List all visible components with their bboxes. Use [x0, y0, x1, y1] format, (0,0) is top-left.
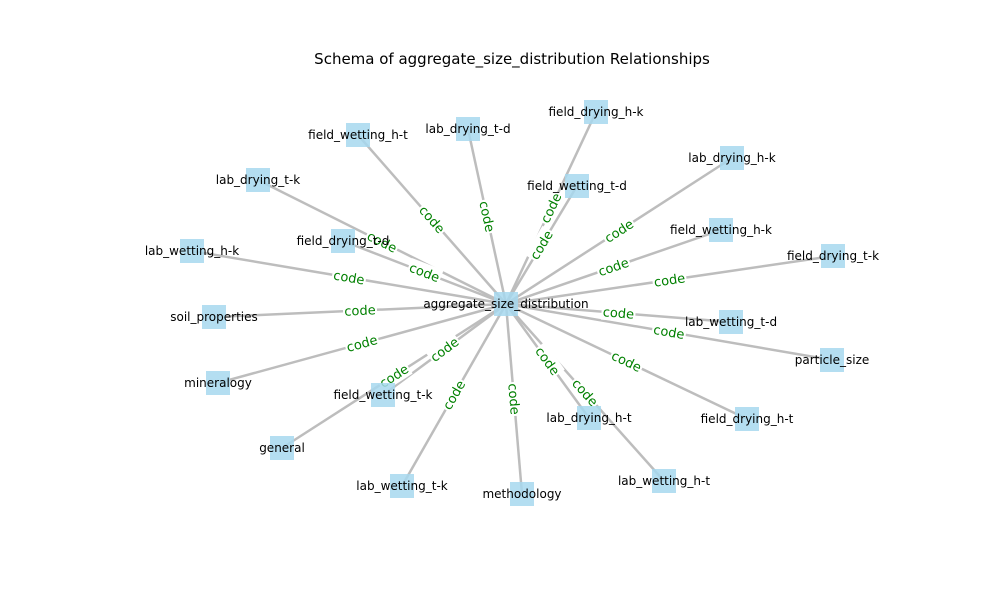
node-box — [331, 229, 355, 253]
edge-label-particle_size: code — [652, 323, 685, 343]
edge-label-bg — [363, 226, 402, 257]
node-label: field_wetting_h-t — [308, 128, 408, 142]
node-box — [820, 348, 844, 372]
node-label: lab_drying_t-k — [216, 173, 301, 187]
edge-label-mineralogy: code — [345, 333, 379, 356]
node-lab_drying_t-d: lab_drying_t-d — [425, 117, 511, 141]
edge-label-bg — [531, 341, 565, 380]
node-box — [720, 146, 744, 170]
edge-label-bg — [475, 197, 500, 235]
node-field_wetting_h-k: field_wetting_h-k — [670, 218, 772, 242]
node-mineralogy: mineralogy — [184, 371, 252, 395]
edge-label-bg — [342, 300, 378, 320]
node-particle_size: particle_size — [795, 348, 870, 372]
node-lab_wetting_h-k: lab_wetting_h-k — [145, 239, 239, 263]
node-label: field_drying_h-k — [549, 105, 644, 119]
node-label: aggregate_size_distribution — [423, 297, 588, 311]
node-box — [584, 100, 608, 124]
node-field_wetting_t-k: field_wetting_t-k — [333, 383, 433, 407]
edge-label-soil_properties: code — [344, 303, 376, 319]
node-label: field_wetting_t-k — [333, 388, 432, 402]
edge-label-bg — [425, 332, 463, 367]
node-box — [206, 371, 230, 395]
edge-label-bg — [650, 320, 688, 343]
node-box — [577, 406, 601, 430]
node-label: particle_size — [795, 353, 870, 367]
node-box — [202, 305, 226, 329]
edge-label-bg — [535, 188, 566, 227]
node-lab_wetting_t-k: lab_wetting_t-k — [356, 474, 448, 498]
node-lab_drying_t-k: lab_drying_t-k — [216, 168, 301, 192]
node-box — [719, 310, 743, 334]
edge-label-bg — [600, 302, 637, 323]
edge-label-bg — [405, 257, 444, 287]
edge-label-bg — [504, 381, 525, 417]
node-box — [346, 123, 370, 147]
node-label: field_wetting_t-d — [527, 179, 627, 193]
edge-label-bg — [330, 265, 368, 289]
node-label: lab_wetting_h-k — [145, 244, 239, 258]
node-field_wetting_h-t: field_wetting_h-t — [308, 123, 408, 147]
node-layer: field_wetting_h-t lab_drying_t-d field_dry… — [145, 100, 879, 506]
node-field_drying_h-k: field_drying_h-k — [549, 100, 644, 124]
node-box — [180, 239, 204, 263]
node-label: methodology — [482, 487, 561, 501]
node-field_drying_t-k: field_drying_t-k — [787, 244, 879, 268]
node-label: general — [259, 441, 305, 455]
node-soil_properties: soil_properties — [170, 305, 258, 329]
node-label: field_wetting_h-k — [670, 223, 772, 237]
node-label: lab_drying_h-t — [546, 411, 631, 425]
node-field_wetting_t-d: field_wetting_t-d — [527, 174, 627, 198]
node-box — [390, 474, 414, 498]
node-box — [510, 482, 534, 506]
edge-label-bg — [343, 330, 381, 356]
edge-label-bg — [525, 225, 558, 264]
edge-label-bg — [599, 214, 638, 247]
edge-label-lab_wetting_t-d: code — [602, 305, 634, 322]
node-box — [246, 168, 270, 192]
node-lab_wetting_t-d: lab_wetting_t-d — [685, 310, 777, 334]
diagram-title: Schema of aggregate_size_distribution Re… — [314, 50, 710, 69]
node-center: aggregate_size_distribution — [423, 292, 589, 316]
node-box — [735, 407, 759, 431]
node-label: lab_wetting_t-k — [356, 479, 448, 493]
node-box — [821, 244, 845, 268]
edge-label-methodology: code — [504, 383, 522, 416]
edge-label-bg — [607, 346, 646, 377]
edge-label-lab_drying_t-d: code — [475, 200, 496, 234]
node-box — [565, 174, 589, 198]
node-lab_drying_h-t: lab_drying_h-t — [546, 406, 632, 430]
edge-label-lab_wetting_h-k: code — [332, 268, 365, 288]
node-label: field_drying_h-t — [701, 412, 794, 426]
node-label: soil_properties — [170, 310, 258, 324]
node-lab_wetting_h-t: lab_wetting_h-t — [618, 469, 710, 493]
node-box — [371, 383, 395, 407]
node-box — [494, 292, 518, 316]
node-lab_drying_h-k: lab_drying_h-k — [688, 146, 776, 170]
edge-label-bg — [594, 252, 633, 281]
node-box — [652, 469, 676, 493]
node-general: general — [259, 436, 305, 460]
node-label: lab_wetting_t-d — [685, 315, 777, 329]
node-label: lab_drying_t-d — [425, 122, 510, 136]
edge-label-field_drying_t-k: code — [653, 271, 686, 290]
node-field_drying_t-d: field_drying_t-d — [297, 229, 390, 253]
node-field_drying_h-t: field_drying_h-t — [701, 407, 794, 431]
node-box — [270, 436, 294, 460]
node-label: lab_wetting_h-t — [618, 474, 710, 488]
node-box — [709, 218, 733, 242]
node-label: field_drying_t-k — [787, 249, 879, 263]
edge-label-bg — [567, 373, 604, 411]
edge-label-field_wetting_h-k: code — [597, 256, 632, 280]
edge-label-field_drying_t-d: code — [407, 261, 442, 286]
edge-label-bg — [651, 268, 688, 291]
node-box — [456, 117, 480, 141]
edge-label-bg — [437, 375, 470, 414]
node-label: lab_drying_h-k — [688, 151, 775, 165]
edge-label-bg — [414, 200, 450, 238]
node-methodology: methodology — [482, 482, 562, 506]
node-label: mineralogy — [184, 376, 252, 390]
node-label: field_drying_t-d — [297, 234, 390, 248]
